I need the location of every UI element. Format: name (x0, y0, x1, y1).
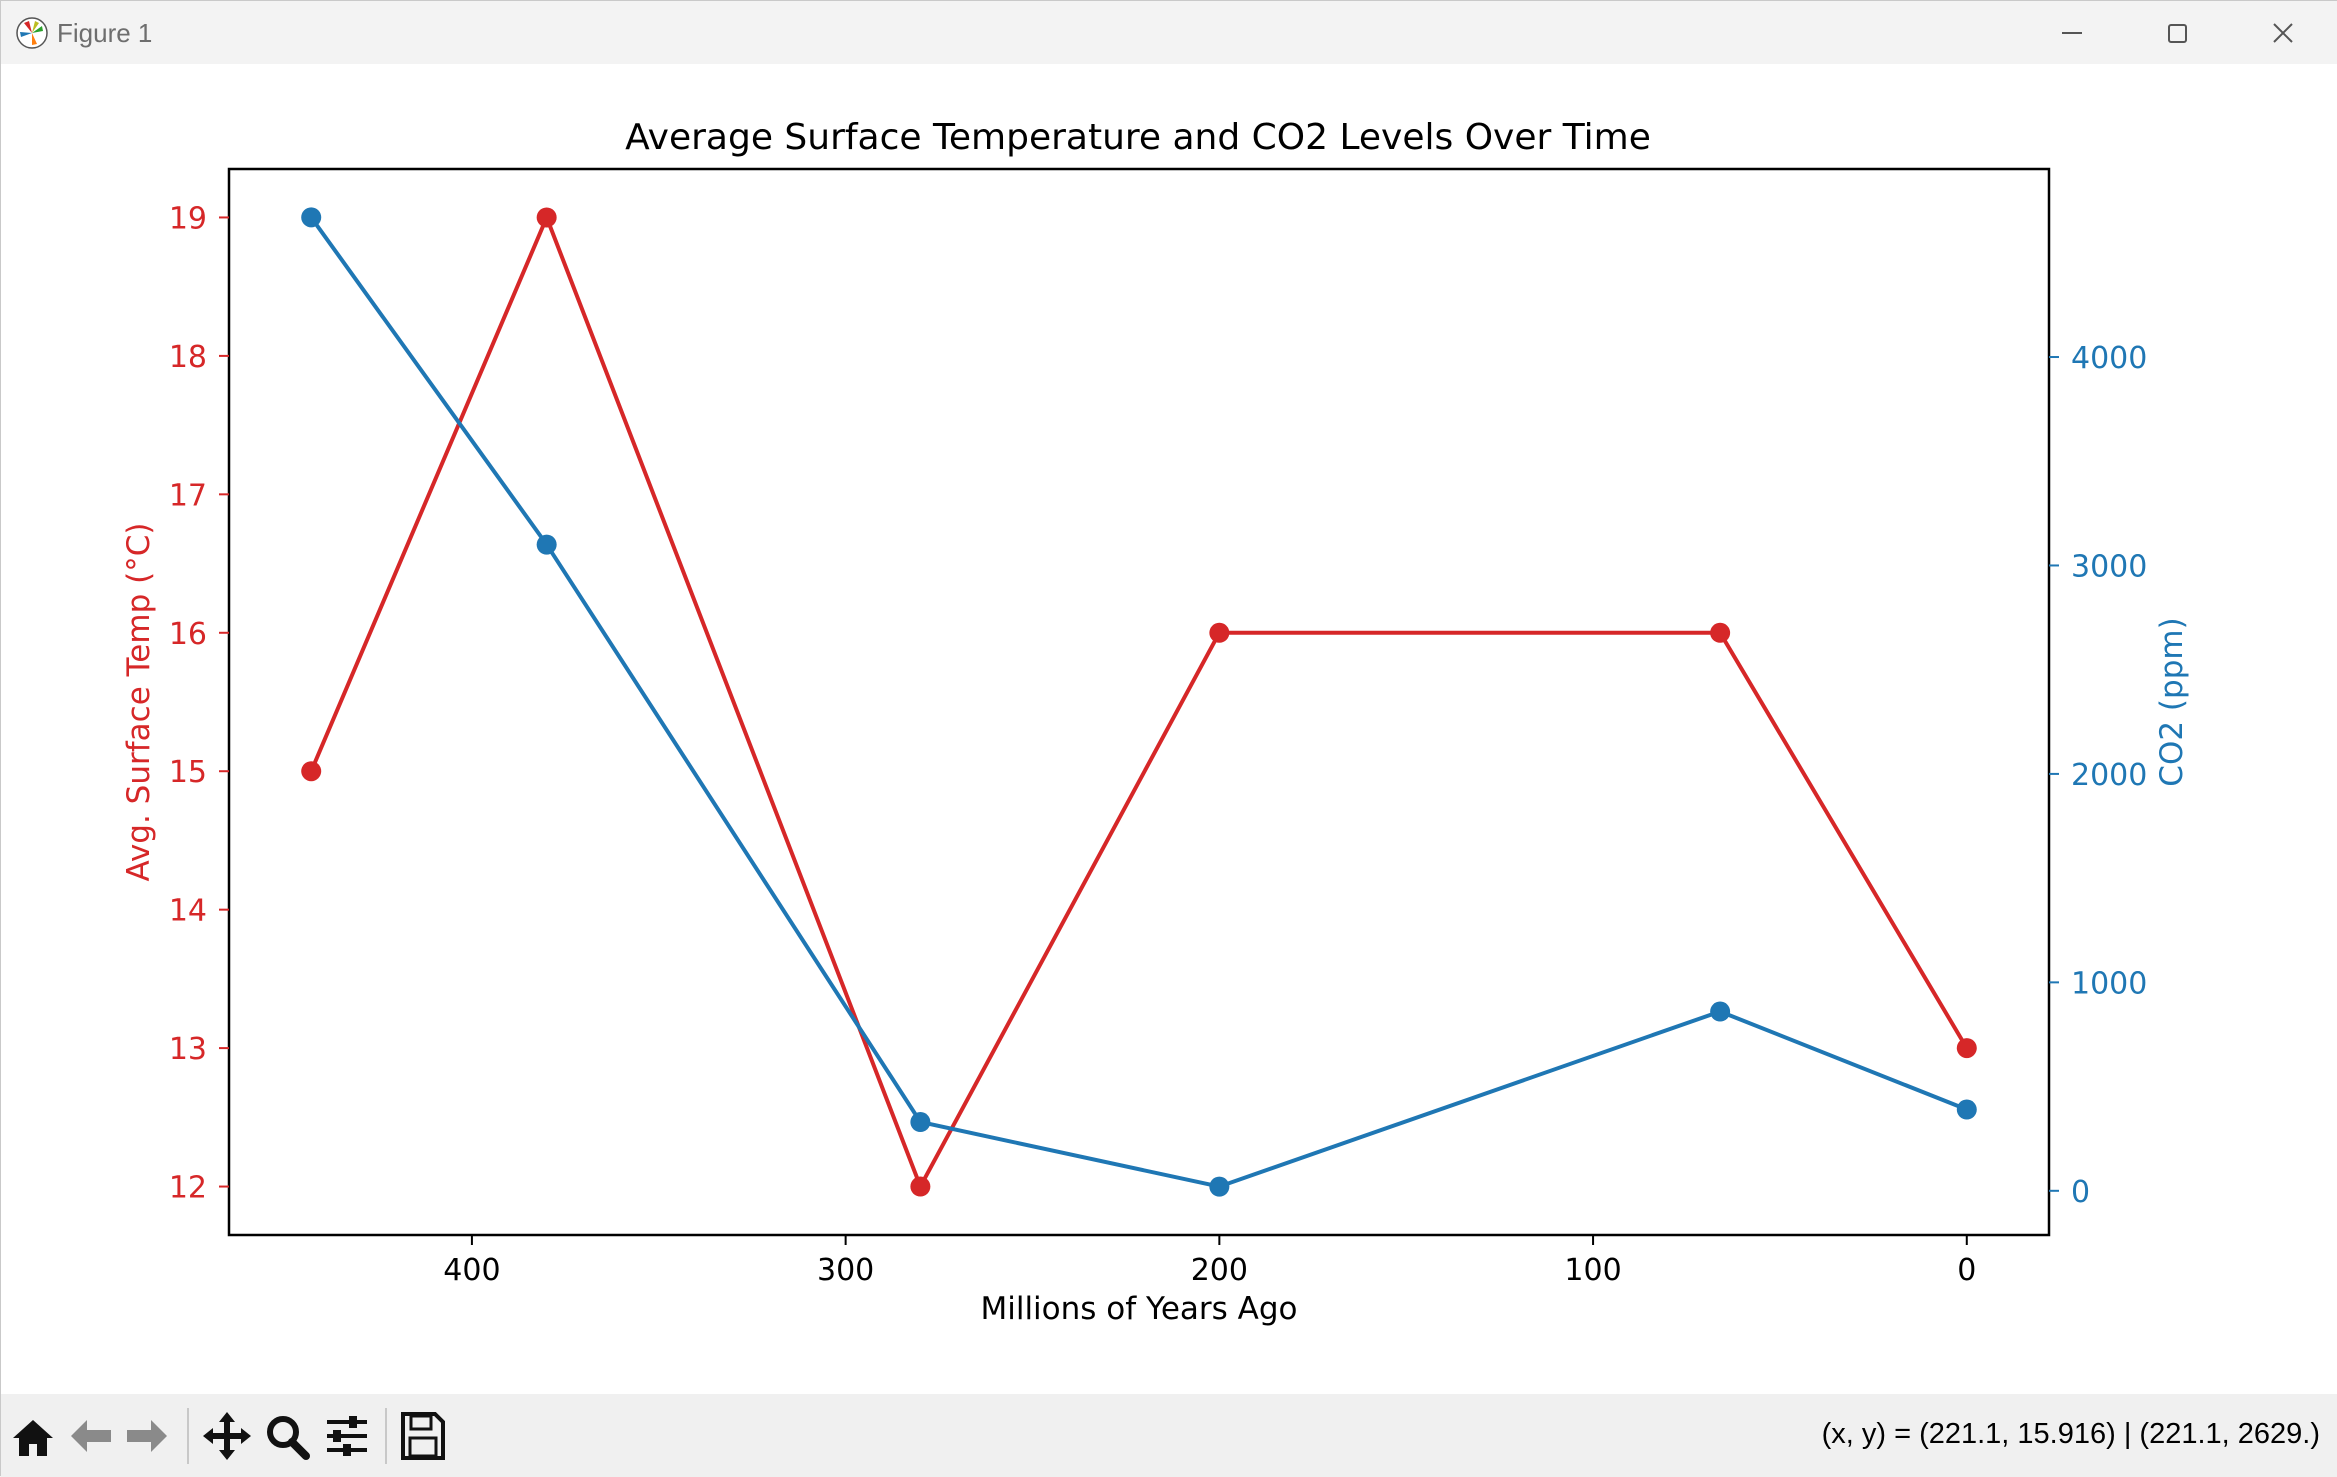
temp-point (1209, 622, 1230, 643)
y-right-tick-label: 4000 (2071, 341, 2147, 376)
y-axis-right-label: CO2 (ppm) (2154, 617, 2190, 786)
temp-point (1710, 622, 1731, 643)
forward-icon (127, 1420, 167, 1452)
y-axis-right: 0 1000 2000 3000 4000 (2049, 341, 2147, 1210)
y-left-tick-label: 15 (169, 755, 207, 790)
y-axis-left-label: Avg. Surface Temp (°C) (121, 523, 157, 882)
x-tick-label: 400 (443, 1253, 500, 1288)
temp-point (1956, 1038, 1977, 1059)
maximize-icon (2168, 24, 2187, 43)
configure-subplots-button[interactable] (321, 1408, 373, 1464)
temp-point (301, 761, 322, 782)
x-tick-label: 200 (1191, 1253, 1248, 1288)
zoom-icon (267, 1416, 310, 1460)
save-button[interactable] (397, 1408, 449, 1464)
co2-point (536, 534, 557, 555)
y-left-tick-label: 17 (169, 478, 207, 513)
navigation-toolbar: (x, y) = (221.1, 15.916) | (221.1, 2629.… (1, 1394, 2337, 1477)
chart-title: Average Surface Temperature and CO2 Leve… (625, 117, 1651, 158)
y-left-tick-label: 19 (169, 201, 207, 236)
x-tick-label: 100 (1564, 1253, 1621, 1288)
x-tick-label: 0 (1957, 1253, 1976, 1288)
back-icon (71, 1420, 111, 1452)
figure-canvas[interactable]: Average Surface Temperature and CO2 Leve… (1, 64, 2337, 1394)
home-icon (13, 1420, 53, 1456)
maximize-button[interactable] (2127, 1, 2227, 64)
configure-subplots-icon (327, 1416, 367, 1456)
toolbar-separator (385, 1408, 387, 1464)
forward-button[interactable] (121, 1408, 173, 1464)
y-left-tick-label: 14 (169, 894, 207, 929)
y-axis-left: 12 13 14 15 16 17 18 19 (169, 201, 229, 1206)
title-bar[interactable]: Figure 1 (1, 1, 2337, 64)
chart[interactable]: Average Surface Temperature and CO2 Leve… (1, 64, 2337, 1394)
y-right-tick-label: 0 (2071, 1175, 2090, 1210)
x-axis-label: Millions of Years Ago (980, 1291, 1297, 1327)
pan-icon (203, 1412, 251, 1460)
temp-series (301, 207, 1977, 1197)
toolbar-separator (187, 1408, 189, 1464)
close-button[interactable] (2233, 1, 2333, 64)
y-left-tick-label: 13 (169, 1032, 207, 1067)
y-left-tick-label: 18 (169, 340, 207, 375)
co2-series (301, 207, 1977, 1197)
temp-point (910, 1176, 931, 1197)
temp-point (536, 207, 557, 228)
window-title: Figure 1 (57, 18, 153, 48)
home-button[interactable] (7, 1408, 59, 1464)
co2-line (309, 216, 1968, 1189)
y-right-tick-label: 2000 (2071, 758, 2147, 793)
y-right-tick-label: 3000 (2071, 549, 2147, 584)
axes-frame (227, 167, 2051, 1237)
y-left-tick-label: 12 (169, 1171, 207, 1206)
co2-point (1209, 1176, 1230, 1197)
co2-point (1956, 1099, 1977, 1120)
co2-point (1710, 1001, 1731, 1022)
cursor-coordinates: (x, y) = (221.1, 15.916) | (221.1, 2629.… (1821, 1418, 2320, 1450)
zoom-button[interactable] (261, 1408, 313, 1464)
y-left-tick-label: 16 (169, 617, 207, 652)
minimize-button[interactable] (2022, 1, 2122, 64)
co2-point (301, 207, 322, 228)
x-tick-label: 300 (817, 1253, 874, 1288)
y-right-tick-label: 1000 (2071, 966, 2147, 1001)
temp-line (309, 212, 1969, 1192)
minimize-icon (2062, 32, 2082, 34)
matplotlib-icon (15, 16, 49, 50)
close-icon (2273, 23, 2293, 43)
co2-point (910, 1112, 931, 1133)
back-button[interactable] (65, 1408, 117, 1464)
pan-button[interactable] (201, 1408, 253, 1464)
save-icon (401, 1412, 445, 1460)
x-axis: 400 300 200 100 0 (443, 1235, 1976, 1288)
